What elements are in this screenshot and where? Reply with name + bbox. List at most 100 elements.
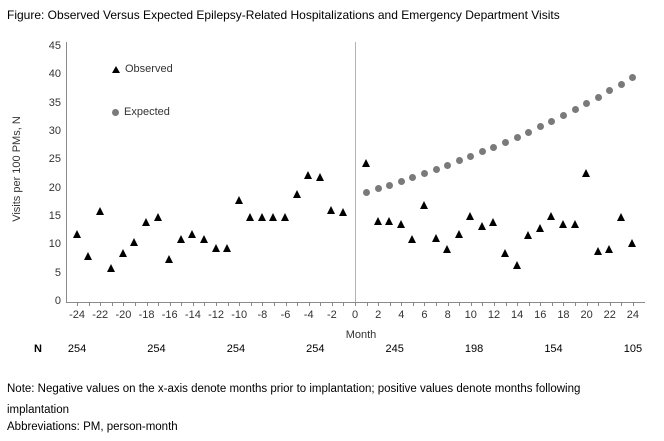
x-tick-label: -12 [208, 309, 224, 321]
observed-point [362, 158, 371, 167]
observed-point [304, 171, 313, 180]
x-tick-mark [320, 302, 322, 306]
x-tick-label: 24 [626, 309, 640, 321]
y-tick-label: 35 [48, 96, 61, 109]
x-tick-mark [239, 302, 241, 306]
x-tick-label: 0 [351, 309, 359, 321]
x-tick-label: -18 [138, 309, 155, 321]
observed-point [466, 211, 475, 220]
expected-point [478, 148, 486, 156]
x-tick-mark [273, 302, 275, 306]
x-tick-mark [551, 302, 553, 306]
y-axis-title: Visits per 100 PMs, N [11, 116, 23, 222]
expected-point [502, 138, 510, 146]
x-tick-label: -6 [280, 309, 291, 321]
observed-point [605, 244, 614, 253]
observed-point [628, 238, 637, 247]
x-tick-mark [355, 302, 356, 306]
observed-point [130, 238, 139, 246]
n-row-value: 105 [623, 343, 643, 355]
y-tick-label: 25 [48, 153, 61, 166]
x-tick-mark [308, 302, 310, 306]
x-tick-mark [586, 302, 588, 306]
x-tick-label: 14 [510, 309, 524, 321]
observed-point [199, 235, 208, 244]
x-tick-mark [216, 302, 218, 306]
x-tick-mark [447, 302, 449, 306]
expected-point [525, 128, 533, 136]
n-row-value: 198 [464, 343, 484, 355]
observed-point [153, 212, 162, 221]
observed-point [246, 212, 255, 221]
expected-point [548, 117, 556, 125]
observed-point [385, 217, 394, 226]
observed-point [107, 263, 116, 272]
x-tick-mark [250, 302, 252, 306]
x-tick-mark [169, 302, 171, 306]
x-tick-label: 16 [534, 309, 547, 321]
expected-point [583, 100, 591, 108]
n-row-value: 245 [385, 343, 404, 355]
expected-point [386, 181, 394, 189]
figure-title: Figure: Observed Versus Expected Epileps… [7, 8, 560, 22]
y-tick-label: 30 [48, 125, 61, 137]
x-tick-mark [227, 302, 229, 306]
observed-point [501, 249, 510, 258]
n-row-label: N [34, 343, 42, 355]
expected-point [513, 133, 521, 141]
legend-item-expected: Expected [112, 105, 170, 119]
observed-point [234, 195, 243, 204]
x-tick-label: 22 [603, 309, 616, 321]
y-tick-label: 45 [48, 40, 61, 52]
x-tick-label: -2 [326, 309, 337, 321]
observed-point [176, 235, 185, 244]
x-tick-label: 12 [487, 309, 501, 321]
x-tick-mark [343, 302, 345, 306]
x-tick-mark [575, 302, 577, 306]
x-tick-mark [181, 302, 183, 306]
x-tick-label: -8 [257, 309, 268, 321]
observed-point [327, 205, 336, 214]
observed-point [269, 212, 278, 221]
x-tick-label: 8 [444, 309, 451, 321]
observed-point [257, 212, 266, 221]
y-tick-label: 15 [48, 210, 61, 222]
legend-label-expected: Expected [124, 106, 170, 118]
x-tick-mark [204, 302, 206, 306]
expected-point [617, 80, 625, 88]
x-tick-mark [285, 302, 287, 306]
observed-point [72, 229, 81, 238]
x-tick-label: 18 [557, 309, 570, 321]
observed-point [223, 243, 232, 252]
x-tick-mark [134, 302, 136, 306]
observed-point [408, 235, 417, 244]
observed-point [454, 229, 463, 238]
x-tick-mark [77, 302, 79, 306]
y-tick-label: 10 [48, 238, 61, 251]
x-tick-mark [366, 302, 368, 306]
expected-point [594, 94, 602, 101]
observed-point [165, 255, 174, 263]
expected-point [397, 177, 405, 185]
observed-point [118, 249, 127, 258]
x-tick-mark [297, 302, 299, 306]
x-tick-mark [632, 302, 634, 306]
x-tick-label: -16 [161, 309, 178, 321]
x-tick-mark [505, 302, 507, 306]
x-tick-label: -14 [184, 309, 201, 321]
observed-point [593, 246, 602, 255]
x-tick-mark [493, 302, 495, 306]
observed-point [431, 234, 440, 243]
x-tick-mark [424, 302, 426, 306]
n-row-value: 254 [147, 343, 166, 355]
x-tick-mark [482, 302, 484, 306]
x-tick-mark [88, 302, 90, 306]
expected-point [536, 123, 544, 131]
expected-point [444, 162, 452, 169]
expected-point [629, 74, 637, 82]
observed-point [570, 220, 579, 229]
observed-point [582, 168, 591, 177]
x-tick-label: 10 [464, 309, 477, 321]
x-tick-mark [192, 302, 194, 306]
x-tick-mark [389, 302, 391, 306]
